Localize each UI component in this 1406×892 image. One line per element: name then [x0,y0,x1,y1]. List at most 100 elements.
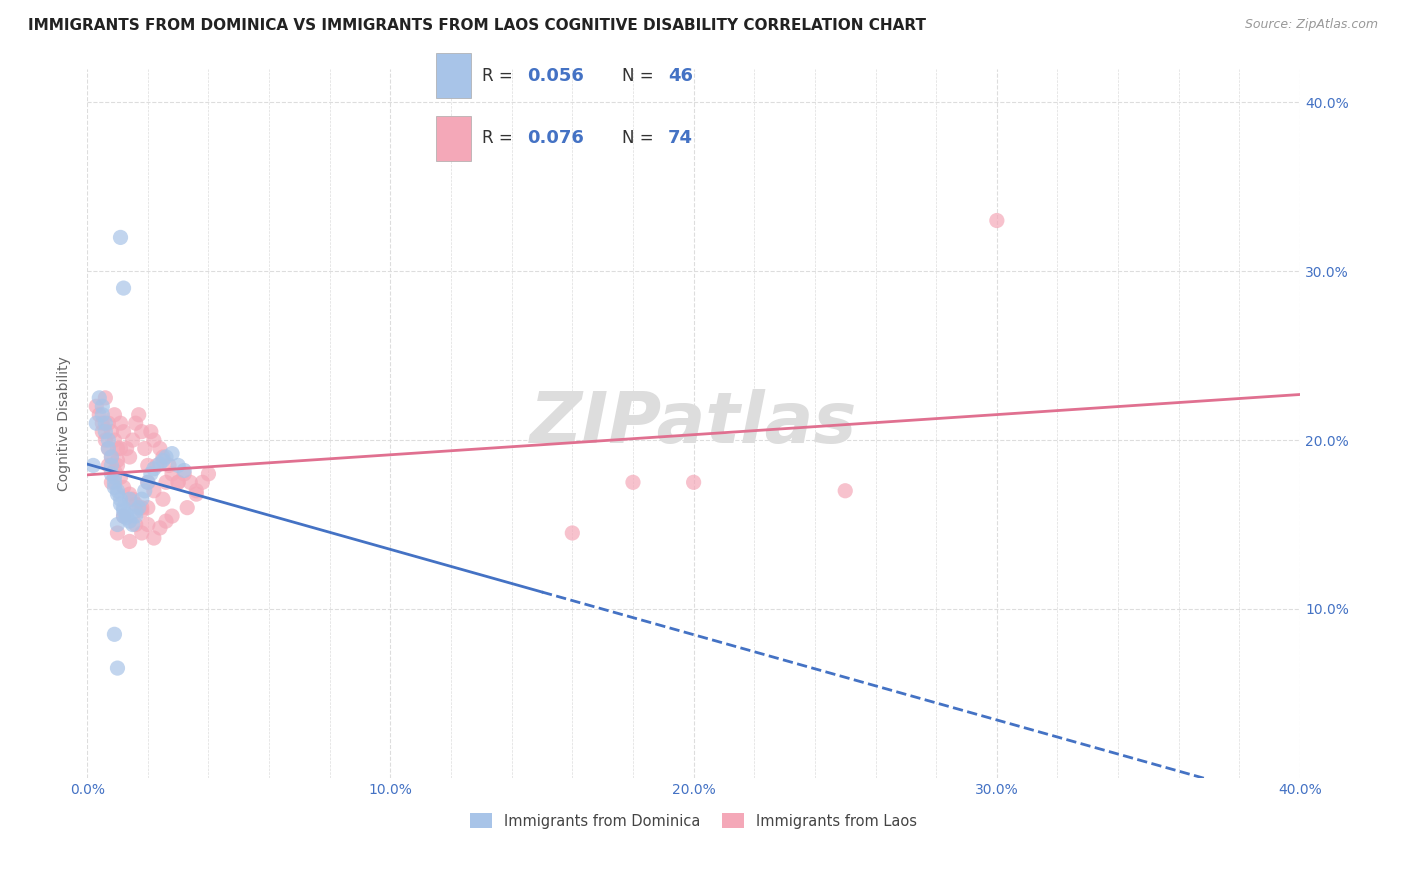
Point [173,467,195,481]
Point [107,453,129,467]
Point [94,416,117,430]
Point [112,425,135,439]
Point [142,531,165,545]
Point [139,425,162,439]
Point [149,457,172,471]
Point [103,433,125,447]
Point [84,400,107,414]
Point [121,517,143,532]
Point [146,458,169,473]
Point [131,500,153,515]
Point [94,433,117,447]
Point [186,483,208,498]
Point [134,483,156,498]
Point [152,453,174,467]
Point [142,462,165,476]
Text: N =: N = [621,129,659,147]
Text: ZIPatlas: ZIPatlas [530,389,858,458]
Point [97,442,120,456]
Point [103,470,125,484]
Point [621,475,644,490]
Point [118,450,141,464]
Text: N =: N = [621,67,659,85]
Point [110,470,132,484]
Point [91,408,114,422]
Point [107,442,129,456]
Point [167,475,190,490]
Point [128,408,150,422]
Point [94,425,117,439]
Legend: Immigrants from Dominica, Immigrants from Laos: Immigrants from Dominica, Immigrants fro… [464,807,922,834]
Point [136,475,159,490]
Point [118,492,141,507]
Text: IMMIGRANTS FROM DOMINICA VS IMMIGRANTS FROM LAOS COGNITIVE DISABILITY CORRELATIO: IMMIGRANTS FROM DOMINICA VS IMMIGRANTS F… [28,18,927,33]
Point [107,458,129,473]
Y-axis label: Cognitive Disability: Cognitive Disability [58,356,72,491]
Point [179,475,201,490]
Point [136,517,159,532]
Point [176,500,198,515]
Point [103,475,125,490]
Point [118,534,141,549]
Point [142,483,165,498]
Point [110,416,132,430]
Point [115,442,138,456]
Point [89,408,111,422]
Point [167,458,190,473]
Point [115,508,138,522]
Point [131,526,153,541]
Point [155,514,177,528]
Text: Source: ZipAtlas.com: Source: ZipAtlas.com [1244,18,1378,31]
Point [124,497,146,511]
Point [128,500,150,515]
Point [89,391,111,405]
Bar [436,53,471,98]
Point [142,433,165,447]
Text: 74: 74 [668,129,693,147]
Point [197,467,219,481]
Point [134,442,156,456]
Point [112,509,135,524]
Point [82,458,104,473]
Point [173,463,195,477]
Point [834,483,856,498]
Point [103,480,125,494]
Point [91,416,114,430]
Point [100,458,122,473]
Point [103,463,125,477]
Text: 46: 46 [668,67,693,85]
Point [118,514,141,528]
Point [97,416,120,430]
Text: 0.056: 0.056 [527,67,583,85]
Point [136,458,159,473]
Point [118,487,141,501]
Point [131,504,153,518]
Point [110,497,132,511]
Point [155,475,177,490]
Point [112,480,135,494]
Point [139,467,162,481]
Point [112,281,135,295]
Point [97,433,120,447]
Point [136,500,159,515]
Point [91,425,114,439]
Point [191,475,214,490]
Point [160,467,183,481]
Point [131,425,153,439]
Point [97,458,120,473]
Point [124,517,146,532]
Point [124,509,146,524]
Point [94,391,117,405]
Point [121,492,143,507]
Point [986,213,1008,227]
Point [149,442,172,456]
Point [103,627,125,641]
Point [136,475,159,490]
Point [152,492,174,507]
Point [97,442,120,456]
Point [100,467,122,481]
Text: R =: R = [481,129,517,147]
Point [112,504,135,518]
Point [107,483,129,498]
Point [110,492,132,507]
